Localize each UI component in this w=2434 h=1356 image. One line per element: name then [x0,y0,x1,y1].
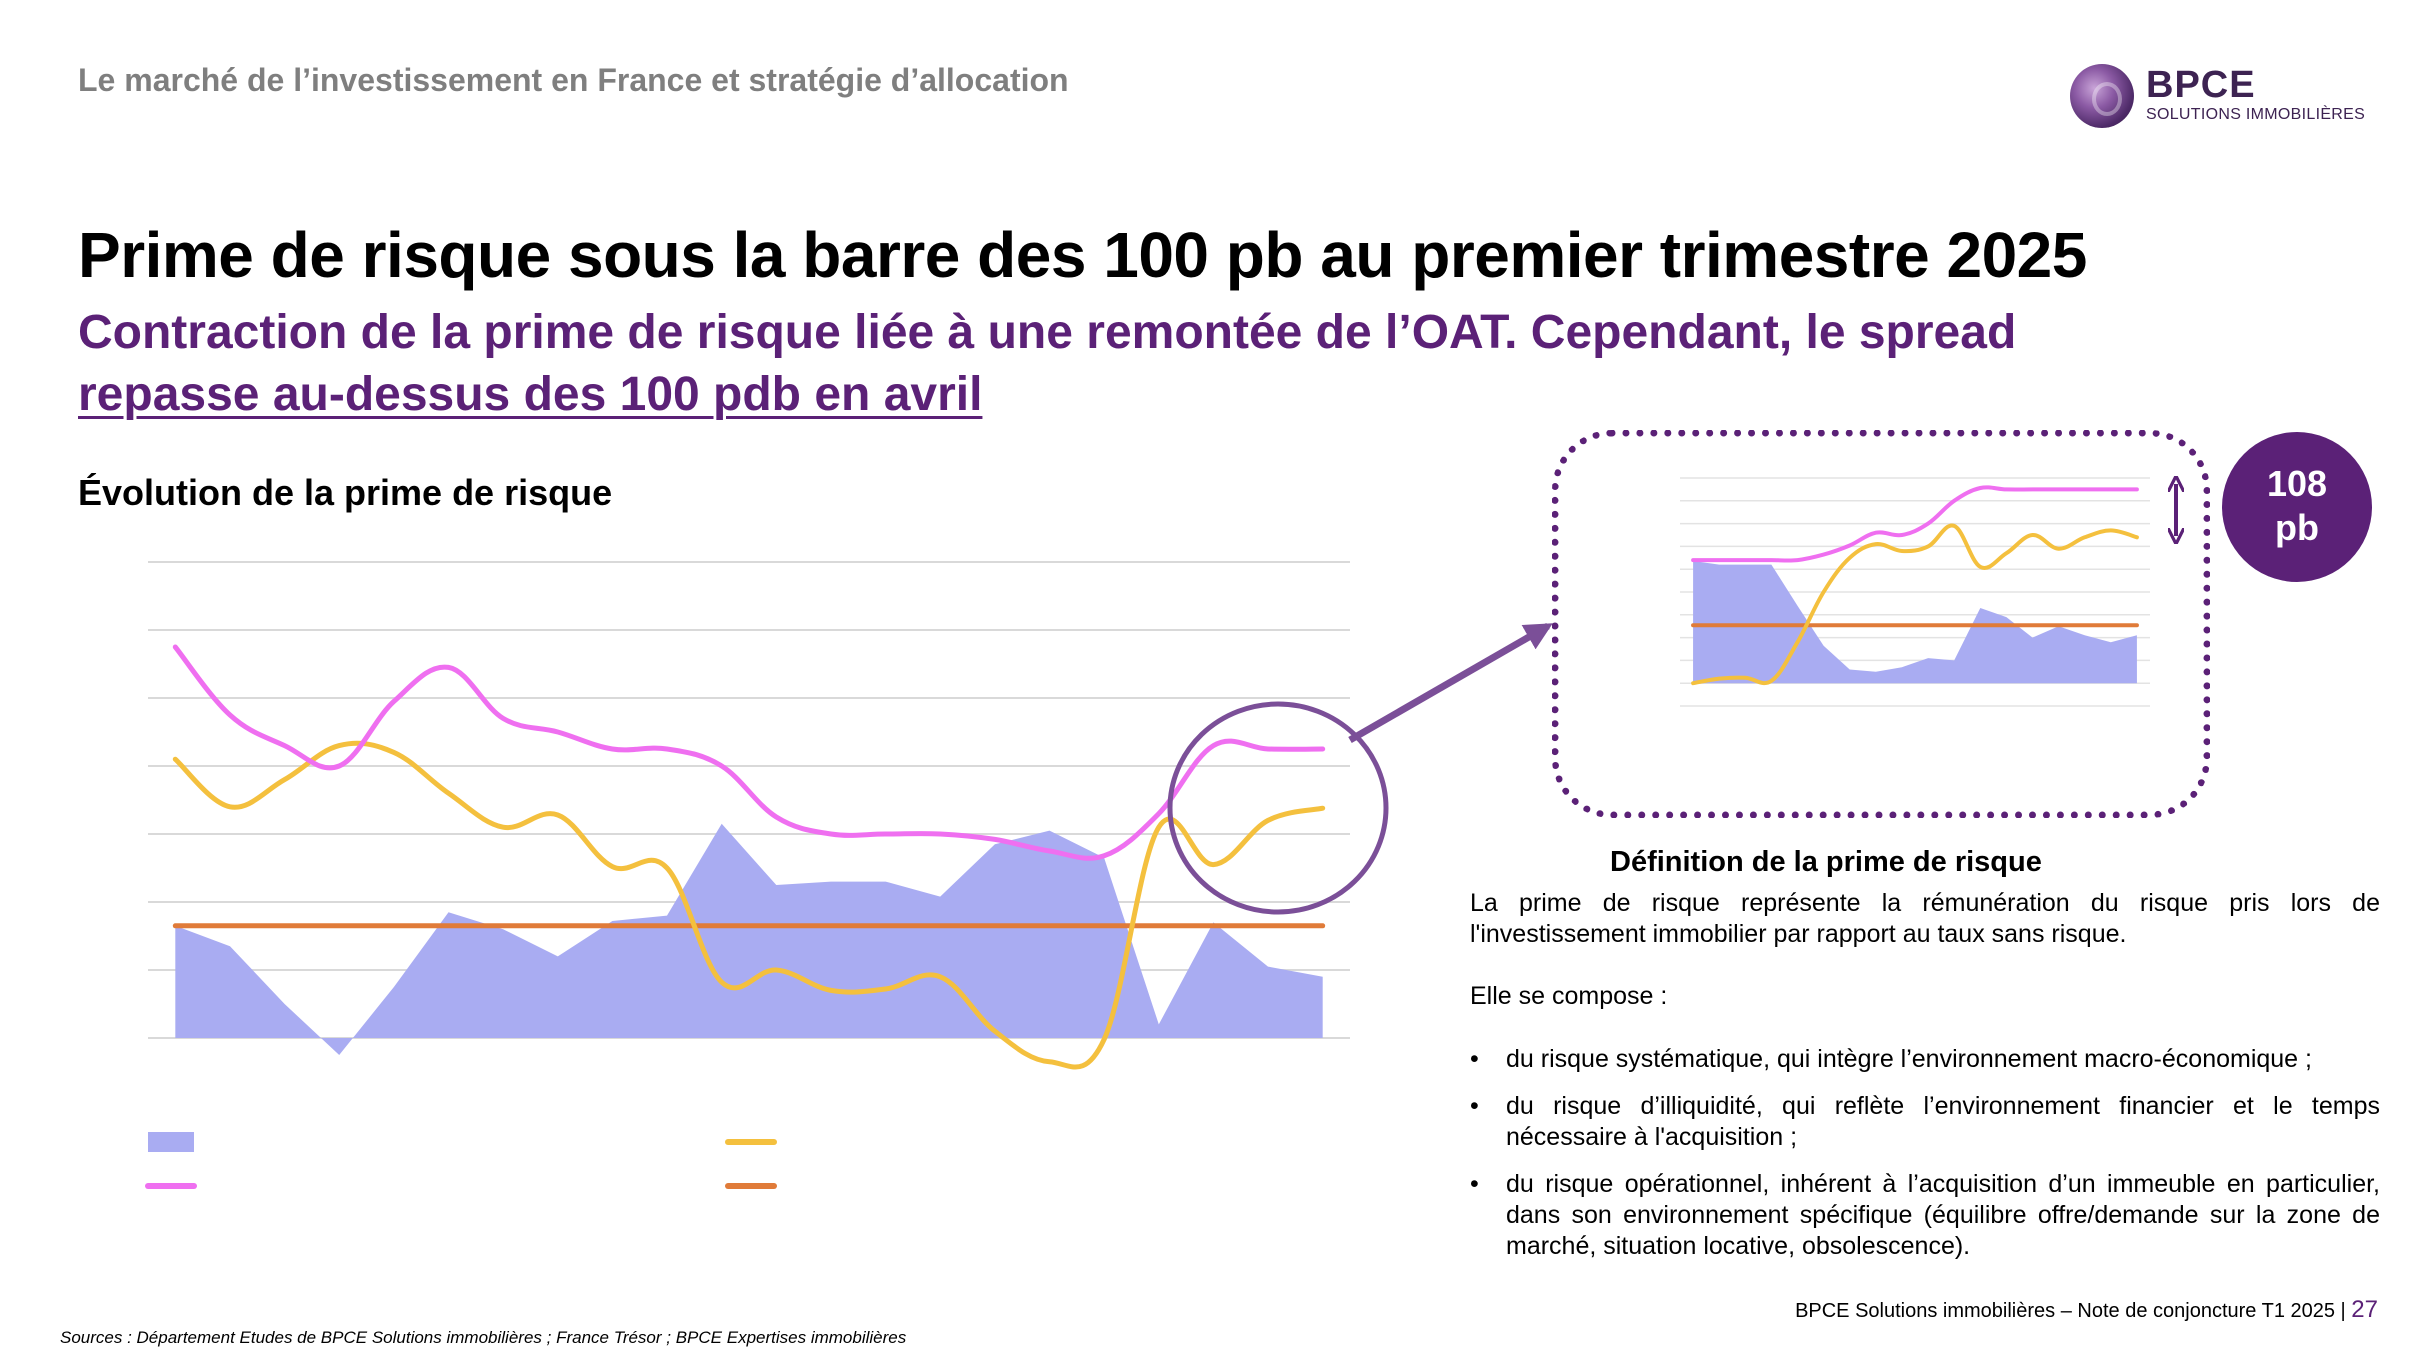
sources-note: Sources : Département Etudes de BPCE Sol… [60,1328,907,1347]
subtitle-part2: repasse au-dessus des 100 pdb en avril [78,368,983,421]
badge-unit: pb [2275,507,2319,548]
definition-title: Définition de la prime de risque [1610,846,2042,878]
bpce-logo: BPCE SOLUTIONS IMMOBILIÈRES [2070,62,2390,132]
logo-name: BPCE [2146,64,2256,106]
chart-title: Évolution de la prime de risque [78,472,613,513]
series-line-taux-rendement [172,644,1326,861]
series-line-taux-longs [172,740,1326,1070]
spread-badge: 108 pb [2222,432,2372,582]
badge-value: 108 [2266,463,2328,504]
zoom-frame [1552,430,2210,818]
zoom-chart [1680,477,2150,707]
logo-mark-icon [2070,64,2134,128]
series-line-taux-rendement [1691,485,2139,563]
list-item: du risque systématique, qui intègre l’en… [1470,1044,2380,1075]
page-number: 27 [2351,1296,2378,1323]
list-item: du risque d’illiquidité, qui reflète l’e… [1470,1091,2380,1153]
series-line-taux-longs [1691,523,2139,686]
page-subtitle: Contraction de la prime de risque liée à… [78,302,2238,426]
footer-note: BPCE Solutions immobilières – Note de co… [1795,1296,2378,1324]
header-title: Le marché de l’investissement en France … [78,62,1069,98]
logo-subtitle: SOLUTIONS IMMOBILIÈRES [2146,106,2366,123]
definition-intro: Elle se compose : [1470,982,1668,1010]
legend-swatch-area [148,1132,194,1152]
definition-list: du risque systématique, qui intègre l’en… [1470,1044,2380,1278]
main-chart [145,561,1350,1189]
list-item: du risque opérationnel, inhérent à l’acq… [1470,1169,2380,1262]
subtitle-part1: Contraction de la prime de risque liée à… [78,306,2017,359]
definition-text: La prime de risque représente la rémunér… [1470,889,2380,948]
footer-text: BPCE Solutions immobilières – Note de co… [1795,1300,2352,1322]
series-area-prime-de-risque [1693,561,2137,684]
series-area-prime-de-risque [175,823,1323,1055]
page-title: Prime de risque sous la barre des 100 pb… [78,219,2087,291]
